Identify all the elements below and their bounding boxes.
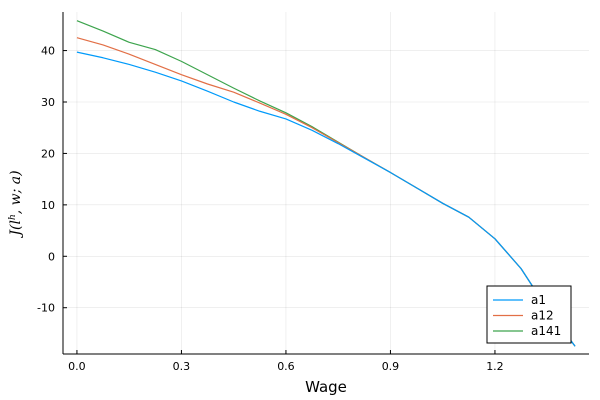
y-tick-label: 20 [41,147,55,160]
y-axis-title-base: J( [8,224,24,239]
series-line-a1 [76,51,576,347]
y-tick-label: 40 [41,45,55,58]
axes [62,12,589,355]
y-tick-label: -10 [37,302,55,315]
x-tick-label: 0.6 [277,360,295,373]
y-tick-label: 30 [41,96,55,109]
y-axis-title-sup: h [8,214,18,220]
legend-box [486,285,572,344]
legend-label-a1: a1 [531,293,546,307]
y-axis-title: J(lh, w; a) [8,170,24,238]
tick-labels: 0.0 0.3 0.6 0.9 1.2 -10 0 10 20 30 40 [37,45,504,373]
y-axis-title-rest: , w; a) [8,170,24,214]
series-lines [76,20,576,347]
y-tick-label: 0 [48,250,55,263]
x-axis-title: Wage [305,378,347,396]
x-tick-label: 0.9 [382,360,400,373]
legend-label-a141: a141 [531,324,561,338]
x-tick-label: 1.2 [486,360,504,373]
y-axis-title-var: l [8,220,24,224]
x-tick-label: 0.0 [68,360,86,373]
x-tick-label: 0.3 [173,360,191,373]
grid [63,12,589,354]
y-tick-label: 10 [41,199,55,212]
legend-label-a12: a12 [531,309,554,323]
